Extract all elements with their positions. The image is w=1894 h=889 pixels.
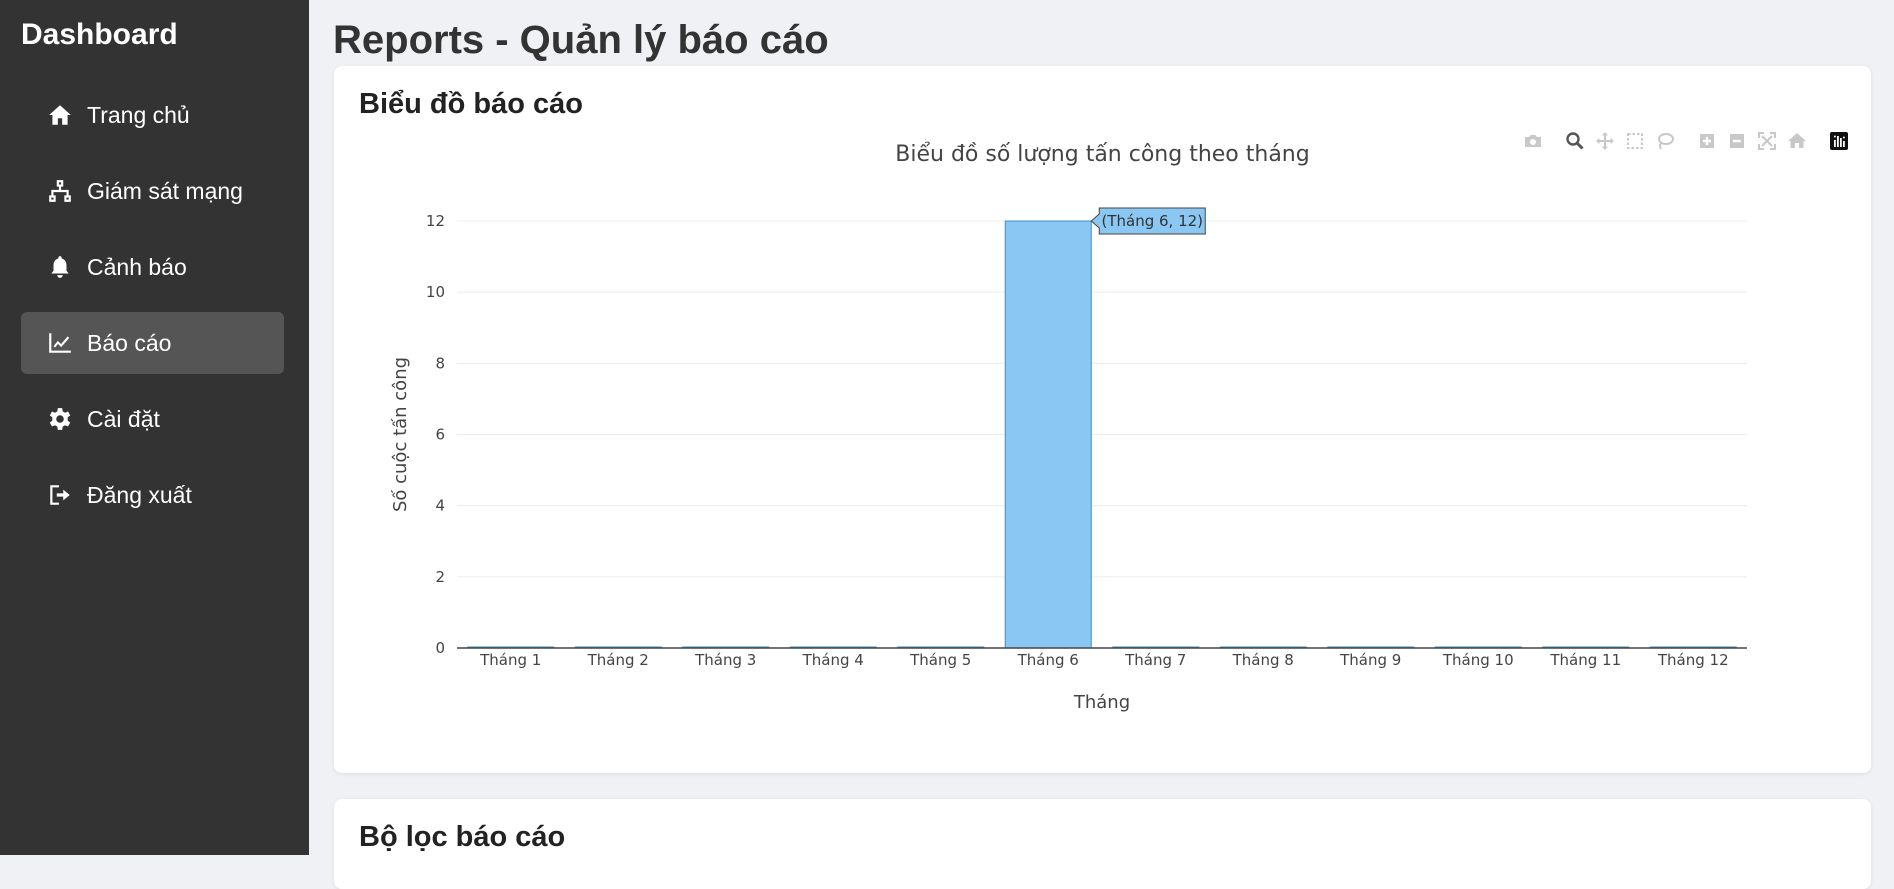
box-select-icon[interactable]: [1620, 126, 1650, 156]
y-axis-label: Số cuộc tấn công: [390, 357, 411, 512]
gear-icon: [45, 406, 75, 432]
x-tick-label: Tháng 4: [802, 651, 864, 669]
x-tick-label: Tháng 2: [587, 651, 649, 669]
y-tick-label: 4: [435, 497, 445, 515]
hover-box: [1090, 207, 1206, 235]
filter-card: Bộ lọc báo cáo: [334, 799, 1871, 889]
sidebar-item-reports[interactable]: Báo cáo: [21, 312, 284, 374]
x-tick-label: Tháng 5: [909, 651, 971, 669]
sidebar-item-label: Đăng xuất: [87, 481, 192, 508]
chart-modebar: [1518, 126, 1854, 156]
sidebar-item-label: Trang chủ: [87, 101, 190, 128]
sidebar-item-alerts[interactable]: Cảnh báo: [21, 236, 284, 298]
sidebar-item-home[interactable]: Trang chủ: [21, 84, 284, 146]
sidebar-item-label: Giám sát mạng: [87, 177, 243, 204]
chart-card: Biểu đồ báo cáo Biểu đồ số lượng tấn côn…: [334, 66, 1871, 773]
sidebar-item-label: Cài đặt: [87, 405, 160, 432]
sidebar-item-logout[interactable]: Đăng xuất: [21, 464, 284, 526]
lasso-icon[interactable]: [1650, 126, 1680, 156]
y-tick-label: 6: [435, 426, 445, 444]
sidebar-brand: Dashboard: [21, 18, 178, 51]
sidebar-nav: Trang chủ Giám sát mạng Cảnh báo Báo cáo…: [21, 84, 284, 540]
sidebar-item-label: Báo cáo: [87, 329, 172, 356]
y-tick-label: 0: [435, 639, 445, 657]
home-icon: [45, 102, 75, 128]
x-tick-label: Tháng 9: [1339, 651, 1401, 669]
gridlines: [457, 220, 1747, 578]
y-tick-label: 12: [426, 212, 445, 230]
network-icon: [45, 178, 75, 204]
page-title: Reports - Quản lý báo cáo: [333, 18, 829, 62]
hover-tooltip: (Tháng 6, 12): [1090, 207, 1206, 235]
x-tick-label: Tháng 8: [1232, 651, 1294, 669]
sidebar-item-network[interactable]: Giám sát mạng: [21, 160, 284, 222]
x-tick-label: Tháng 3: [694, 651, 756, 669]
sidebar-item-label: Cảnh báo: [87, 253, 187, 280]
x-tick-label: Tháng 10: [1442, 651, 1514, 669]
y-tick-labels: 0 2 4 6 8 10 12: [426, 212, 445, 657]
y-tick-label: 2: [435, 568, 445, 586]
x-tick-labels: Tháng 1 Tháng 2 Tháng 3 Tháng 4 Tháng 5 Tháng…: [479, 651, 1728, 669]
zoom-in-icon[interactable]: [1692, 126, 1722, 156]
pan-icon[interactable]: [1590, 126, 1620, 156]
chart-title: Biểu đồ số lượng tấn công theo tháng: [895, 142, 1310, 167]
bar[interactable]: [1004, 220, 1092, 649]
zoom-icon[interactable]: [1560, 126, 1590, 156]
zoom-out-icon[interactable]: [1722, 126, 1752, 156]
reset-axes-icon[interactable]: [1782, 126, 1812, 156]
filter-card-title: Bộ lọc báo cáo: [359, 821, 566, 853]
plotly-logo-icon[interactable]: [1824, 126, 1854, 156]
x-tick-label: Tháng 11: [1549, 651, 1621, 669]
x-tick-label: Tháng 7: [1124, 651, 1186, 669]
sidebar: Dashboard Trang chủ Giám sát mạng Cảnh b…: [0, 0, 309, 855]
camera-icon[interactable]: [1518, 126, 1548, 156]
x-tick-label: Tháng 1: [479, 651, 541, 669]
autoscale-icon[interactable]: [1752, 126, 1782, 156]
sidebar-item-settings[interactable]: Cài đặt: [21, 388, 284, 450]
y-tick-label: 10: [426, 283, 445, 301]
x-tick-label: Tháng 12: [1657, 651, 1729, 669]
chart-line-icon: [45, 330, 75, 356]
chart-card-title: Biểu đồ báo cáo: [359, 88, 583, 120]
logout-icon: [45, 482, 75, 508]
x-tick-label: Tháng 6: [1017, 651, 1079, 669]
x-axis-label: Tháng: [1073, 692, 1130, 713]
bell-icon: [45, 254, 75, 280]
y-tick-label: 8: [435, 354, 445, 372]
hover-label: (Tháng 6, 12): [1101, 212, 1203, 230]
